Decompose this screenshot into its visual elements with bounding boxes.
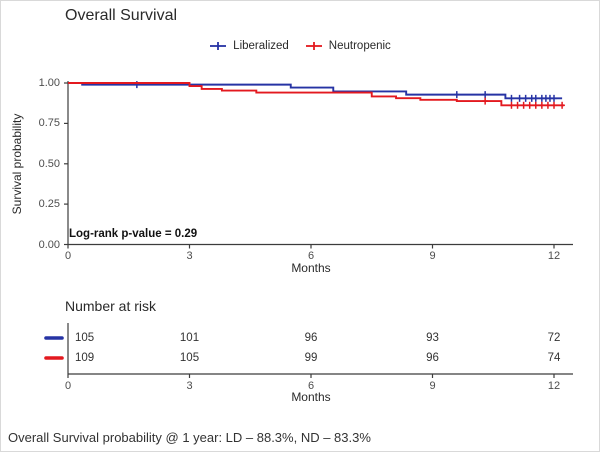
line-plus-marker-icon [210,42,227,50]
y-tick-label: 0.00 [38,238,60,251]
risk-table-title: Number at risk [65,298,157,314]
risk-count: 109 [75,352,95,364]
x-tick-label: 9 [429,250,436,262]
y-tick-label: 0.25 [38,198,60,211]
x-tick-label: 6 [307,250,315,262]
legend-label-neutropenic: Neutropenic [328,40,391,52]
legend-item-liberalized: Liberalized [209,40,289,52]
line-plus-marker-icon [305,42,322,50]
y-tick-label: 0.50 [38,157,60,170]
x-tick-label: 3 [186,380,193,392]
legend-label-liberalized: Liberalized [233,40,289,52]
risk-count: 74 [547,352,561,364]
x-tick-label: 12 [547,380,561,392]
x-tick-label: 12 [547,250,561,262]
risk-count: 96 [304,332,318,344]
risk-count: 105 [75,332,95,344]
x-tick-label: 0 [64,250,72,262]
x-tick-label: 9 [429,380,436,392]
y-axis-title: Survival probability [10,113,24,215]
y-tick-label: 1.00 [38,77,60,89]
risk-axis-title: Months [291,390,331,404]
x-tick-label: 3 [186,250,193,262]
x-tick-label: 0 [64,380,72,392]
footer-summary: Overall Survival probability @ 1 year: L… [8,430,371,445]
risk-count: 96 [426,352,439,364]
legend: Liberalized Neutropenic [1,40,599,52]
y-tick-label: 0.75 [38,117,60,130]
risk-count: 93 [426,332,439,344]
page-title: Overall Survival [65,7,178,24]
risk-count: 101 [179,332,200,344]
risk-count: 105 [179,352,200,364]
log-rank-annotation: Log-rank p-value = 0.29 [69,228,198,240]
legend-item-neutropenic: Neutropenic [305,40,391,52]
risk-count: 99 [304,352,318,364]
x-axis-title: Months [291,261,331,275]
x-tick-label: 6 [307,380,315,392]
risk-count: 72 [547,332,561,344]
